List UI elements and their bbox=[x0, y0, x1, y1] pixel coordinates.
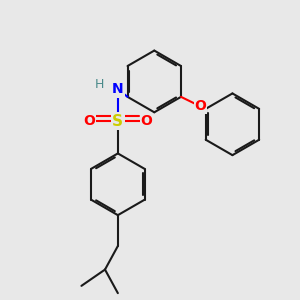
Text: S: S bbox=[112, 114, 123, 129]
Text: O: O bbox=[83, 114, 95, 128]
Text: O: O bbox=[194, 99, 206, 113]
Text: H: H bbox=[95, 78, 104, 92]
Text: O: O bbox=[141, 114, 152, 128]
Text: N: N bbox=[112, 82, 124, 96]
